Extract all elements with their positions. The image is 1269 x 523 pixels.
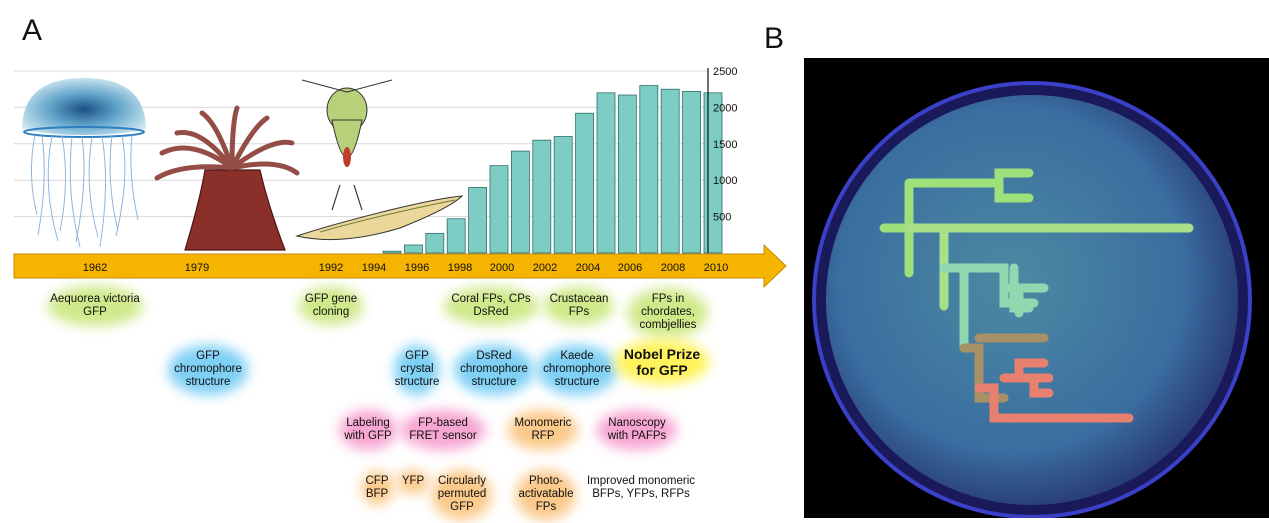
event-label: GFP crystal structure [394,344,440,395]
event-label: DsRed chromophore structure [453,344,534,395]
event-text: GFP crystal structure [394,350,440,388]
event-label: FPs in chordates, combjellies [627,287,708,338]
lancelet-illustration [295,195,464,241]
bar [403,244,423,254]
event-label: Monomeric RFP [507,410,578,450]
year-label: 2010 [704,262,728,274]
bar [510,150,530,254]
year-label: 1994 [362,262,386,274]
event-text: Nobel Prize for GFP [623,346,701,378]
petri-dish-drawing [812,81,1252,519]
year-label: 1998 [448,262,472,274]
event-text: Aequorea victoria GFP [50,293,140,318]
event-label: YFP [397,469,429,494]
event-label: Nanoscopy with PAFPs [596,410,677,450]
y-tick-label: 2500 [713,66,737,78]
event-text: GFP chromophore structure [174,350,242,388]
event-text: Circularly permuted GFP [437,475,487,513]
bar [425,232,445,254]
event-label: Improved monomeric BFPs, YFPs, RFPs [587,475,695,501]
panel-label-a: A [22,14,43,47]
event-text: CFP BFP [365,475,389,500]
year-label: 2004 [576,262,600,274]
event-text: FPs in chordates, combjellies [639,293,697,331]
sea-anemone-illustration [154,105,300,251]
event-text: Photo- activatable FPs [518,475,574,513]
event-label: Kaede chromophore structure [536,344,617,395]
bar [468,187,488,254]
petri-dish-photo [804,58,1269,519]
timeline-years: 1962 1979 1992 1994 1996 1998 2000 2002 2004 2006… [83,262,728,274]
publication-bars [382,85,723,254]
event-label: GFP gene cloning [298,287,364,325]
panel-label-b: B [764,22,785,55]
event-text: Nanoscopy with PAFPs [607,417,667,442]
event-text: DsRed chromophore structure [460,350,528,388]
event-text: Crustacean FPs [549,293,609,318]
event-label: FP-based FRET sensor [400,410,486,450]
bar [703,92,723,254]
year-label: 2002 [533,262,557,274]
bar [660,88,680,254]
y-tick-label: 1000 [713,175,737,187]
bar [639,85,659,254]
event-label: Crustacean FPs [544,287,614,325]
event-label: CFP BFP [361,471,393,505]
bar [532,139,552,254]
event-label: GFP chromophore structure [167,344,248,395]
event-label: Circularly permuted GFP [432,469,492,520]
timeline-arrow [13,243,787,289]
year-label: 2006 [618,262,642,274]
event-text: Coral FPs, CPs DsRed [451,293,531,318]
event-text: Kaede chromophore structure [543,350,611,388]
event-text: FP-based FRET sensor [409,417,477,442]
event-label: Nobel Prize for GFP [614,339,710,385]
jellyfish-illustration [22,78,146,248]
bar [596,92,616,254]
event-label: Coral FPs, CPs DsRed [443,287,539,325]
year-label: 1992 [319,262,343,274]
bar [446,218,466,254]
year-label: 1979 [185,262,209,274]
event-text: Improved monomeric BFPs, YFPs, RFPs [586,475,696,500]
y-axis: 500 1000 1500 2000 2500 [707,66,737,253]
bar [553,136,573,254]
bar [489,165,509,254]
year-label: 2000 [490,262,514,274]
bar [575,112,594,254]
event-label: Aequorea victoria GFP [47,286,143,326]
bar [618,94,637,254]
copepod-illustration [301,79,393,211]
year-label: 2008 [661,262,685,274]
y-tick-label: 2000 [713,102,737,114]
event-label: Labeling with GFP [338,410,397,450]
year-label: 1996 [405,262,429,274]
year-label: 1962 [83,262,107,274]
bar [682,90,701,254]
event-text: YFP [401,475,425,487]
y-tick-label: 1500 [713,139,737,151]
event-text: Monomeric RFP [514,417,572,442]
event-text: GFP gene cloning [304,293,358,318]
event-label: Photo- activatable FPs [515,469,576,520]
bar [382,250,402,254]
y-tick-label: 500 [713,212,731,224]
bacterial-drawing [879,168,1194,423]
event-text: Labeling with GFP [344,417,392,442]
